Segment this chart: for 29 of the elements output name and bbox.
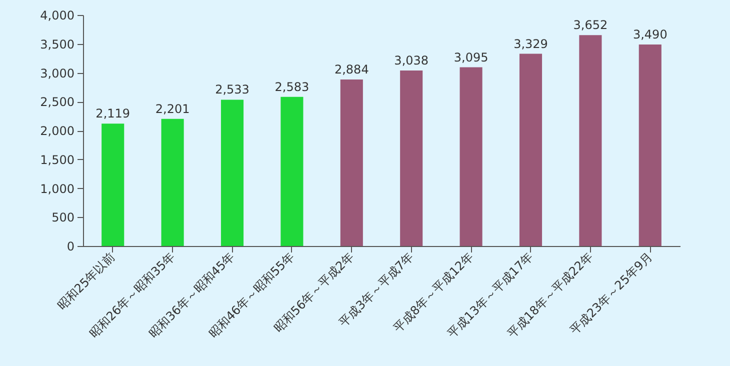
data-label: 2,884 (334, 62, 369, 76)
data-label: 3,490 (632, 27, 668, 42)
bar (280, 96, 304, 246)
bar (400, 70, 423, 246)
bar (579, 35, 602, 246)
data-label: 2,583 (274, 80, 310, 94)
data-label: 2,533 (215, 82, 250, 97)
y-tick-label: 3,000 (40, 66, 74, 80)
data-label: 3,038 (394, 54, 429, 68)
data-label: 3,329 (514, 36, 548, 51)
y-tick-label: 4,000 (40, 8, 74, 22)
data-label: 2,119 (96, 106, 130, 121)
y-tick-label: 2,500 (40, 95, 74, 110)
bar (102, 124, 124, 246)
data-label: 2,201 (155, 102, 190, 116)
bar (460, 67, 482, 246)
bar (638, 44, 662, 246)
y-tick-label: 2,000 (40, 124, 74, 138)
y-tick-label: 1,500 (40, 152, 74, 167)
bar (340, 79, 363, 246)
bar (220, 100, 244, 246)
y-tick-label: 3,500 (40, 37, 74, 52)
y-tick-label: 500 (52, 210, 74, 225)
y-tick-label: 1,000 (40, 182, 74, 196)
bar (519, 54, 542, 246)
bar (161, 118, 184, 246)
y-tick-label: 0 (66, 240, 74, 254)
data-label: 3,652 (573, 18, 608, 32)
data-label: 3,095 (454, 50, 488, 64)
